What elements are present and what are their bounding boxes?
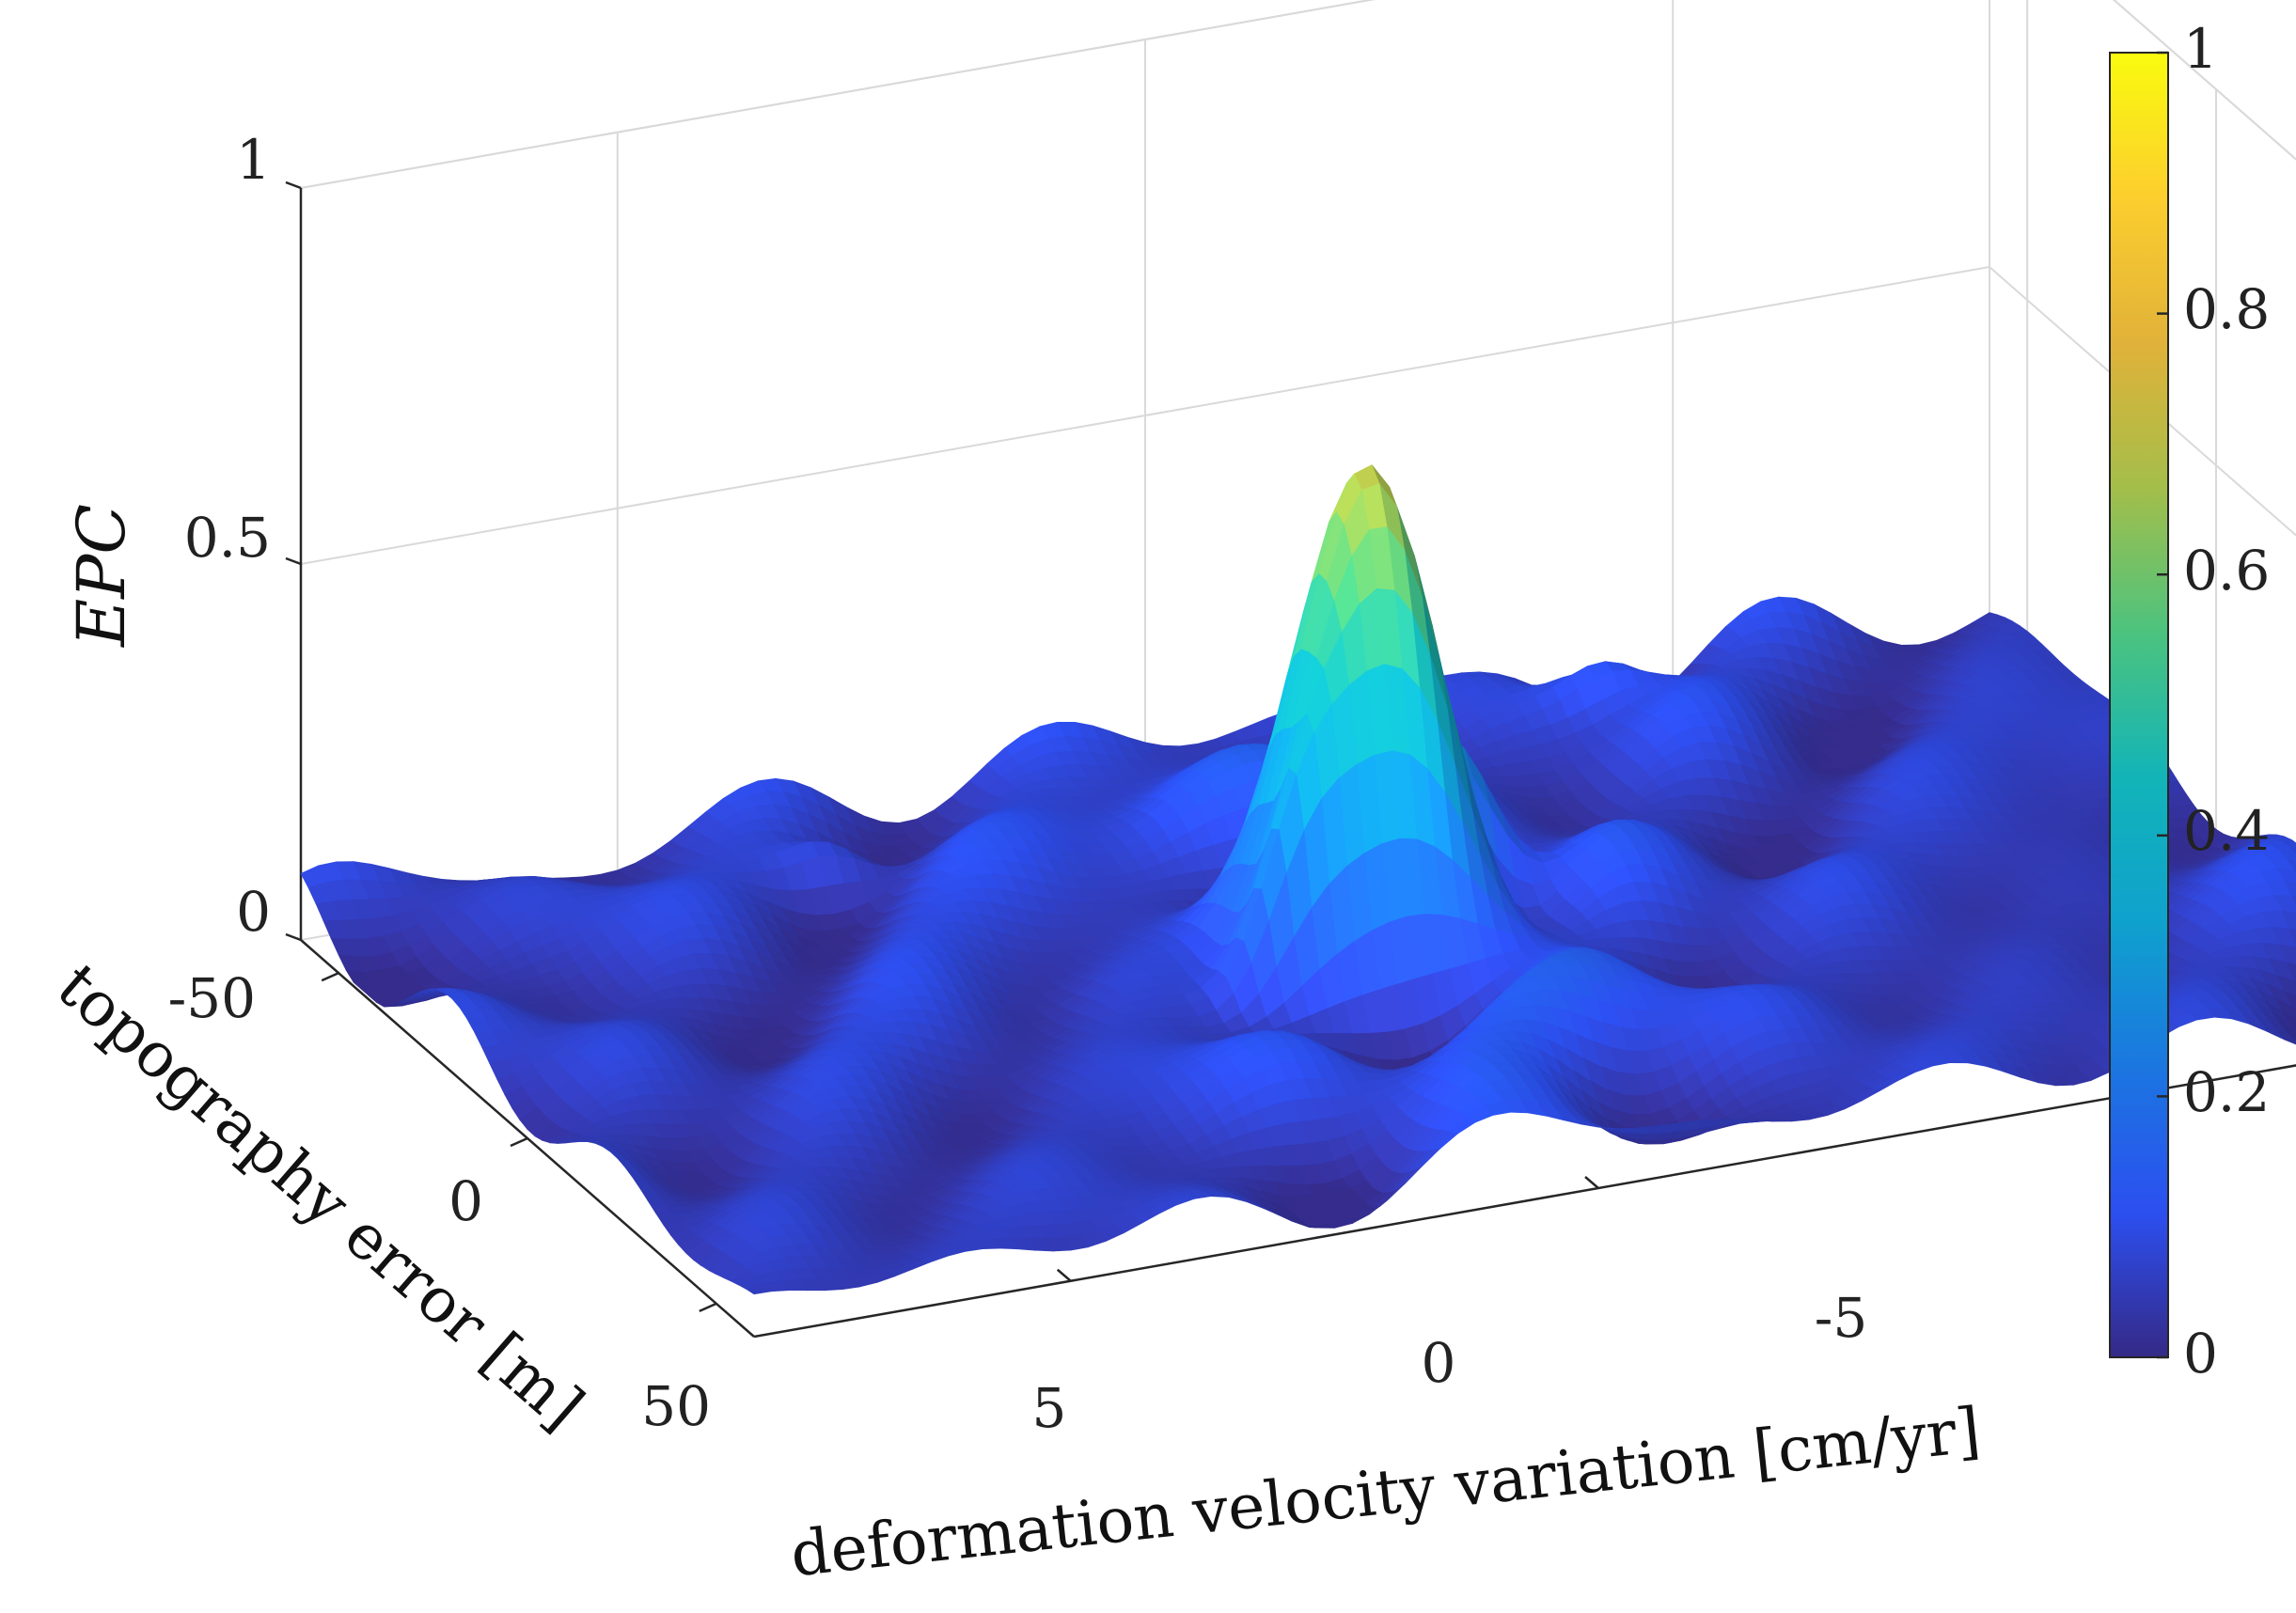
z-tick-mark — [285, 180, 302, 190]
x-tick-mark — [1056, 1268, 1072, 1282]
y-tick-mark — [321, 972, 339, 982]
grid-line-top-side — [2112, 0, 2296, 161]
x-tick-mark — [1584, 1176, 1599, 1189]
z-tick-mark — [285, 556, 302, 566]
y-tick-mark — [699, 1302, 717, 1312]
z-tick-mark — [285, 932, 302, 942]
surface-mesh — [300, 464, 2296, 1295]
y-tick-mark — [510, 1136, 528, 1148]
grid-line-top-back — [300, 0, 1376, 189]
